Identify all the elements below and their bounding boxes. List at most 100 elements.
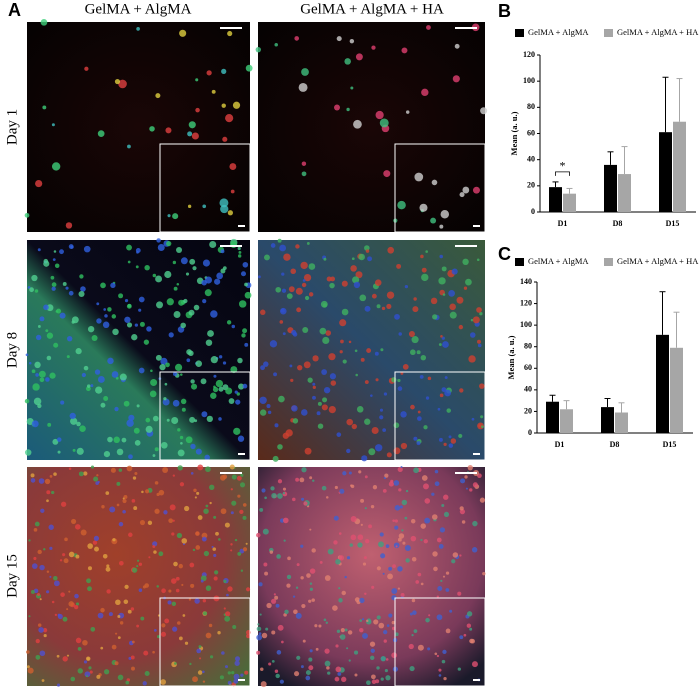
cell: [35, 638, 40, 644]
cell: [111, 644, 117, 650]
cell: [42, 628, 48, 633]
cell: [260, 681, 267, 688]
cell: [70, 676, 76, 682]
cell: [96, 318, 102, 324]
cell: [220, 475, 226, 481]
cell: [153, 629, 157, 632]
cell: [441, 266, 447, 272]
cell: [333, 515, 339, 521]
cell: [127, 609, 132, 614]
cell: [476, 258, 480, 262]
cell: [341, 280, 348, 287]
micrograph: [27, 467, 250, 686]
cell: [214, 278, 221, 285]
cell: [30, 473, 35, 478]
cell: [335, 644, 339, 648]
cell: [421, 273, 429, 282]
cell: [297, 365, 303, 371]
cell: [308, 665, 314, 671]
cell: [65, 286, 69, 290]
bar: [604, 164, 617, 212]
cell: [242, 383, 248, 389]
cell: [68, 601, 74, 607]
cell: [242, 515, 247, 520]
cell: [300, 576, 304, 580]
cell: [434, 481, 440, 487]
cell: [44, 478, 51, 485]
cell: [229, 163, 237, 171]
cell: [223, 579, 227, 583]
cell: [189, 258, 196, 265]
cell: [420, 254, 424, 259]
cell: [163, 510, 168, 515]
cell: [68, 290, 74, 296]
cell: [202, 599, 207, 603]
cell: [158, 551, 164, 557]
cell: [387, 246, 395, 254]
cell: [388, 566, 393, 571]
cell: [362, 562, 367, 566]
cell: [462, 258, 469, 266]
cell: [144, 583, 150, 588]
cell: [233, 673, 240, 680]
bar: [670, 347, 683, 433]
cell: [353, 281, 361, 289]
cell: [156, 492, 160, 497]
cell: [459, 554, 462, 557]
cell: [320, 300, 328, 308]
cell: [47, 422, 52, 427]
cell: [300, 261, 308, 270]
cell: [122, 498, 127, 504]
cell: [326, 276, 332, 282]
cell: [83, 365, 89, 371]
cell: [227, 586, 233, 592]
y-axis-label: Mean (a. u.): [506, 335, 516, 379]
cell: [212, 386, 219, 393]
cell: [372, 485, 378, 490]
cell: [366, 619, 369, 623]
cell: [341, 676, 347, 683]
cell: [395, 545, 398, 548]
cell: [172, 260, 177, 265]
cell: [361, 618, 365, 621]
cell: [59, 559, 63, 562]
legend-label: GelMA + AlgMA + HA: [617, 256, 699, 266]
cell: [438, 277, 446, 285]
cell: [226, 593, 229, 597]
cell: [62, 282, 67, 286]
error-bar: [659, 291, 666, 335]
cell: [441, 503, 445, 508]
cell: [172, 519, 175, 522]
cell: [430, 297, 438, 305]
cell: [231, 500, 237, 506]
cell: [366, 348, 372, 353]
cell: [242, 547, 248, 552]
cell: [439, 224, 444, 229]
column-title: GelMA + AlgMA + HA: [300, 1, 444, 17]
cell: [477, 339, 481, 344]
cell: [260, 365, 265, 371]
cell: [205, 466, 211, 473]
cell: [192, 266, 197, 271]
cell: [409, 612, 413, 616]
cell: [382, 572, 385, 575]
cell: [410, 535, 417, 542]
row-label: Day 1: [4, 109, 20, 145]
cell: [206, 70, 212, 76]
cell: [93, 535, 100, 542]
cell: [323, 386, 331, 394]
cell: [308, 292, 314, 297]
cell: [341, 308, 349, 316]
cell: [143, 339, 150, 345]
inset: [159, 597, 251, 687]
cell: [29, 287, 34, 293]
cell: [87, 543, 93, 549]
cell: [302, 279, 306, 282]
cell: [300, 665, 304, 669]
cell: [37, 549, 42, 555]
cell: [436, 595, 439, 598]
y-axis-label: Mean (a. u.): [509, 111, 519, 155]
cell: [290, 268, 297, 275]
cell: [480, 415, 484, 419]
cell: [201, 532, 208, 539]
